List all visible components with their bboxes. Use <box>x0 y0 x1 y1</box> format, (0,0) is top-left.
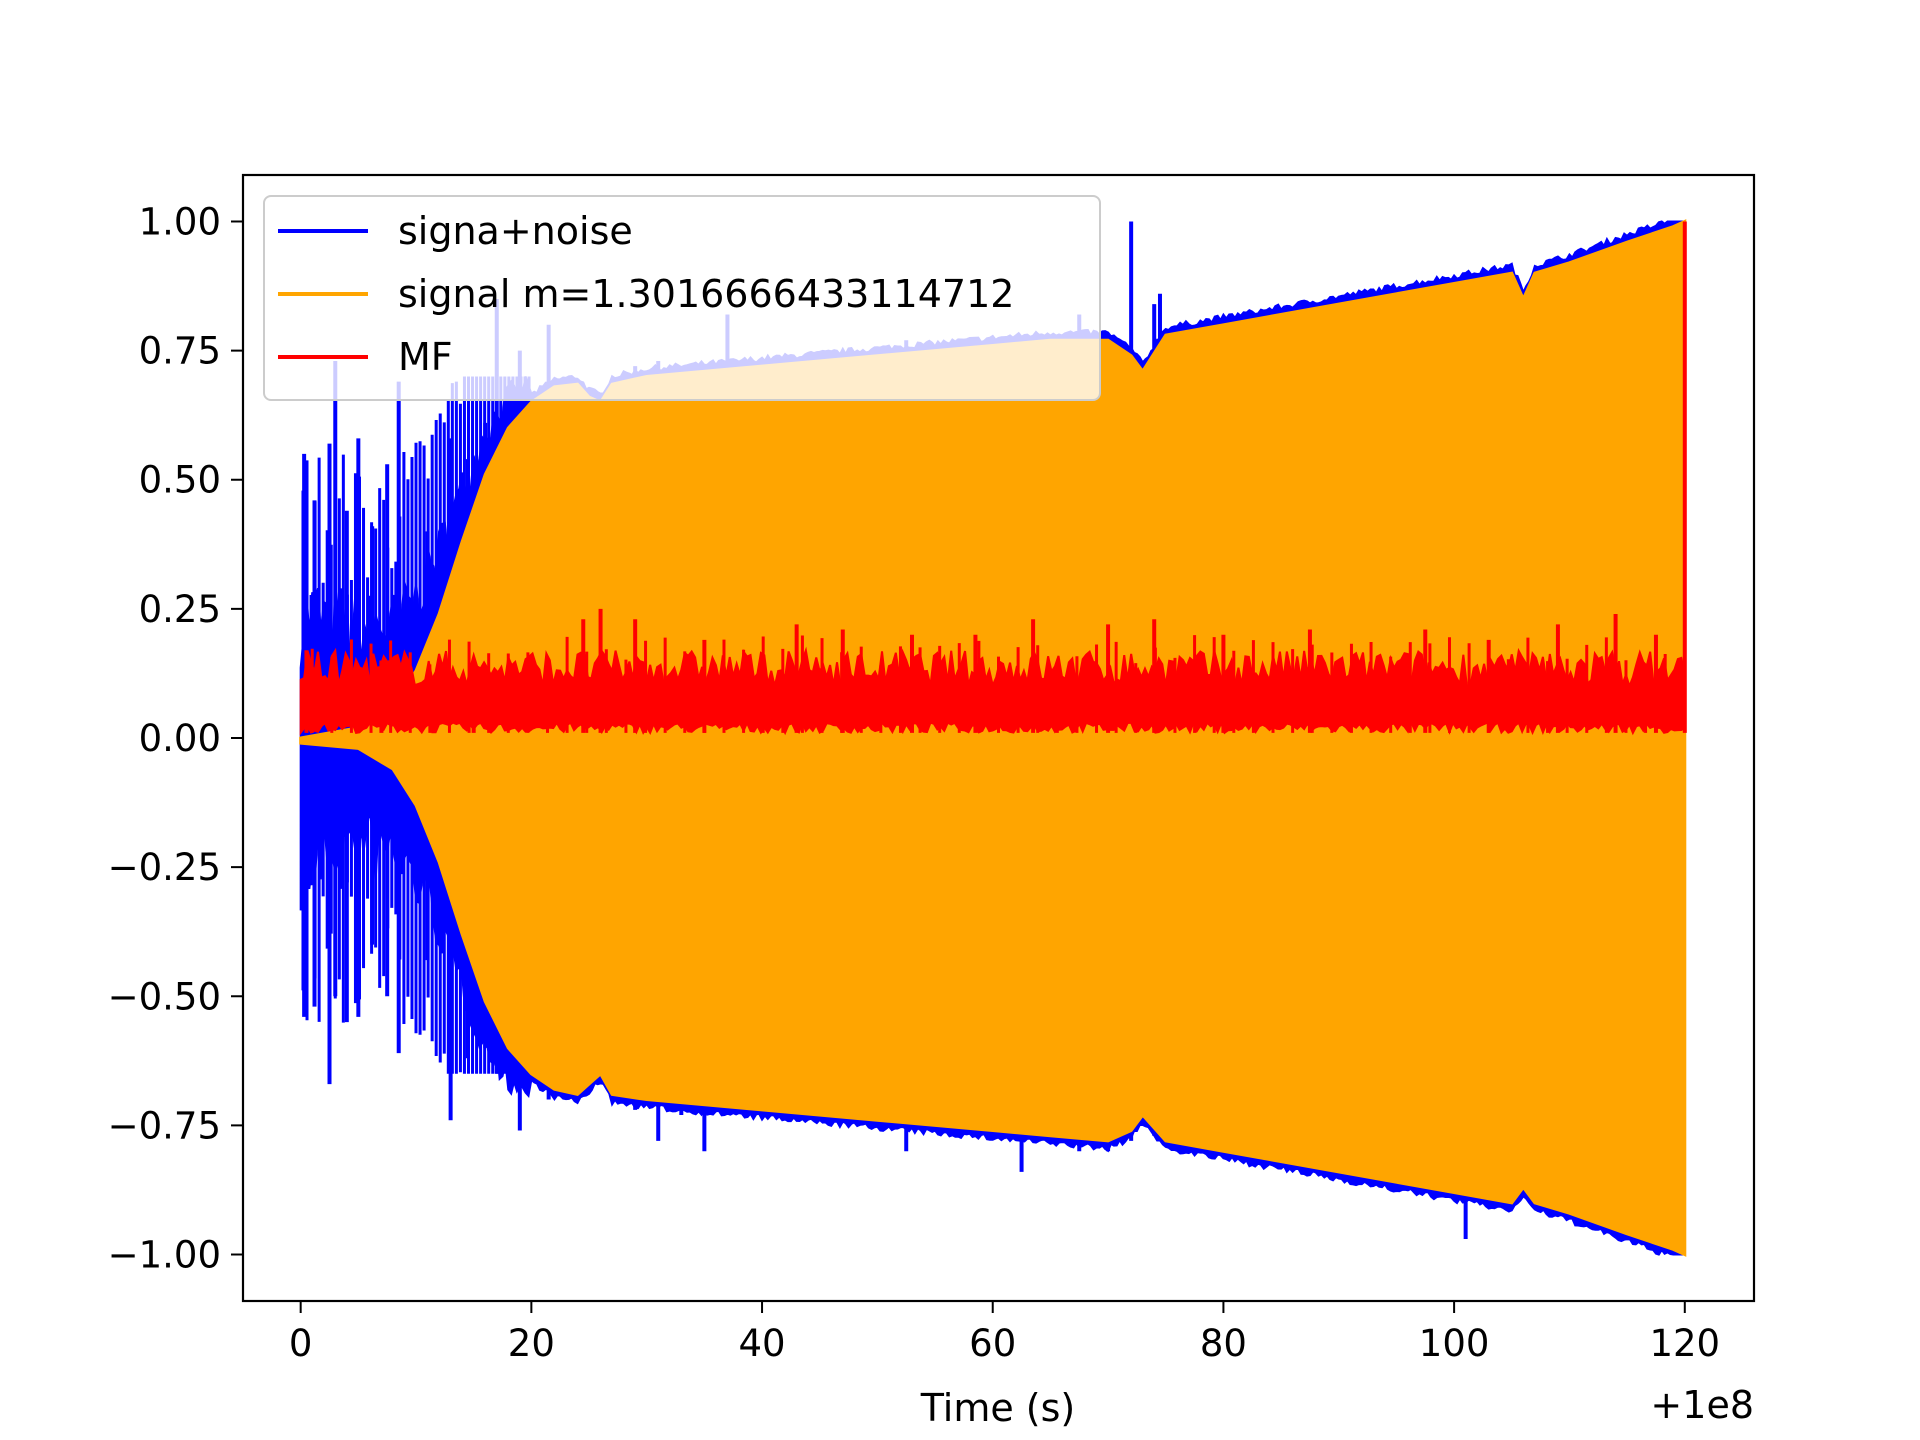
y-tick-label: 0.25 <box>139 588 221 631</box>
y-tick-label: −0.25 <box>108 846 221 889</box>
y-tick-label: −0.75 <box>108 1104 221 1147</box>
legend-frame <box>263 195 1101 401</box>
x-tick-label: 20 <box>508 1322 555 1365</box>
series-mf <box>299 221 1687 736</box>
x-tick-label: 100 <box>1419 1322 1490 1365</box>
y-tick-label: −0.50 <box>108 975 221 1018</box>
legend-label-mf: MF <box>398 335 453 379</box>
y-tick-label: 0.50 <box>139 459 221 502</box>
x-tick-label: 80 <box>1200 1322 1247 1365</box>
y-tick-label: 1.00 <box>139 200 221 243</box>
x-tick-label: 40 <box>738 1322 785 1365</box>
x-tick-label: 0 <box>289 1322 313 1365</box>
x-tick-label: 60 <box>969 1322 1016 1365</box>
x-axis-label: Time (s) <box>920 1386 1076 1430</box>
y-tick-label: 0.00 <box>139 717 221 760</box>
legend-label-signal-noise: signa+noise <box>398 209 633 253</box>
legend-label-signal: signal m=1.3016666433114712 <box>398 272 1014 316</box>
x-tick-label: 120 <box>1649 1322 1720 1365</box>
legend: signa+noise signal m=1.3016666433114712 … <box>263 195 1101 401</box>
x-offset-label: +1e8 <box>1650 1383 1754 1427</box>
y-tick-label: −1.00 <box>108 1234 221 1277</box>
y-tick-label: 0.75 <box>139 330 221 373</box>
